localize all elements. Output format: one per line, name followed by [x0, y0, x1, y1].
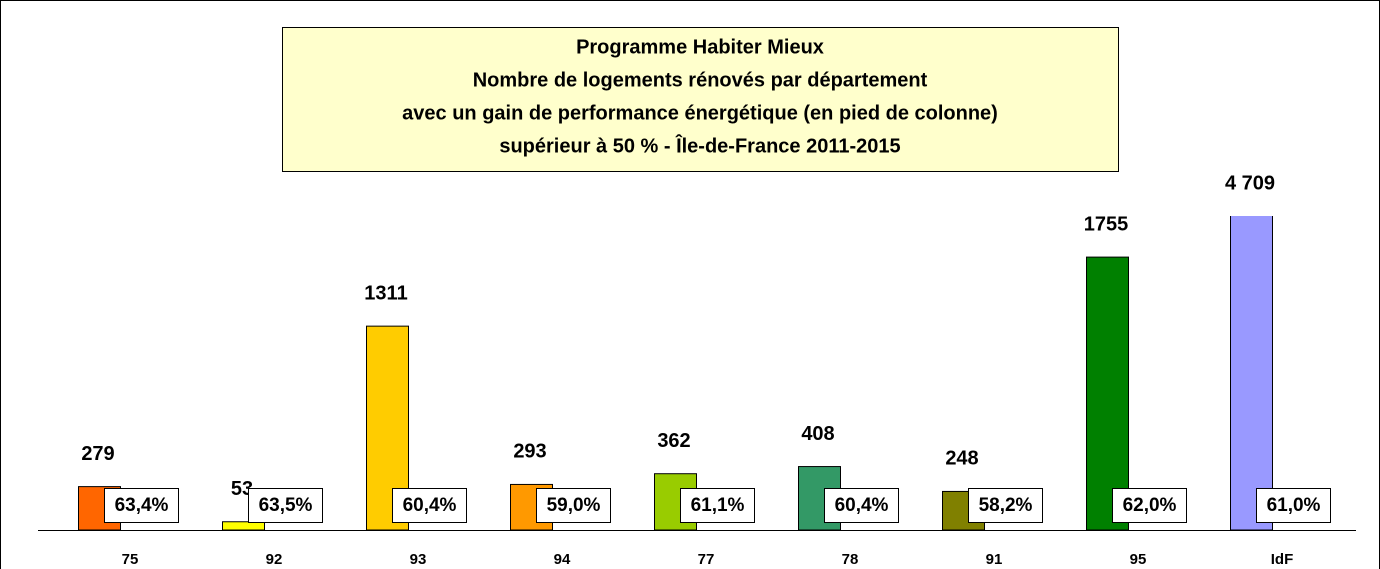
bar	[222, 521, 265, 531]
gain-label: 61,1%	[691, 495, 745, 516]
x-tick-label: 94	[554, 551, 571, 568]
gain-box	[392, 488, 467, 523]
x-tick-label: 91	[986, 551, 1003, 568]
gain-label: 58,2%	[979, 495, 1033, 516]
value-label: 279	[81, 443, 114, 465]
x-tick-label: 95	[1130, 551, 1147, 568]
value-label: 1311	[364, 282, 407, 304]
gain-box	[1256, 488, 1331, 523]
bar	[1230, 216, 1273, 531]
value-label: 362	[657, 430, 690, 452]
plot	[78, 216, 1273, 531]
chart-title: avec un gain de performance énergétique …	[402, 102, 998, 124]
x-tick-label: 77	[698, 551, 715, 568]
gain-box	[536, 488, 611, 523]
value-label: 293	[513, 441, 546, 463]
chart-title: Programme Habiter Mieux	[576, 36, 824, 58]
value-label: 248	[945, 448, 978, 470]
gain-label: 62,0%	[1123, 495, 1177, 516]
gain-box	[248, 488, 323, 523]
value-label: 53	[231, 478, 253, 500]
gain-box	[680, 488, 755, 523]
title-box	[282, 27, 1119, 172]
value-label: 4 709	[1225, 172, 1275, 194]
gain-label: 61,0%	[1267, 495, 1321, 516]
gain-box	[968, 488, 1043, 523]
gain-box	[824, 488, 899, 523]
x-tick-label: IdF	[1271, 551, 1294, 568]
bar	[1086, 256, 1129, 531]
x-tick-label: 78	[842, 551, 859, 568]
x-tick-label: 75	[122, 551, 139, 568]
x-tick-label: 93	[410, 551, 427, 568]
gain-label: 63,5%	[259, 495, 313, 516]
gain-box	[104, 488, 179, 523]
chart-title: Nombre de logements rénovés par départem…	[473, 69, 928, 91]
chart-title: supérieur à 50 % - Île-de-France 2011-20…	[499, 133, 900, 157]
x-tick-label: 92	[266, 551, 283, 568]
gain-label: 63,4%	[115, 495, 169, 516]
gain-box	[1112, 488, 1187, 523]
gain-label: 60,4%	[403, 495, 457, 516]
value-label: 408	[801, 423, 834, 445]
gain-label: 59,0%	[547, 495, 601, 516]
value-label: 1755	[1084, 213, 1129, 235]
gain-label: 60,4%	[835, 495, 889, 516]
